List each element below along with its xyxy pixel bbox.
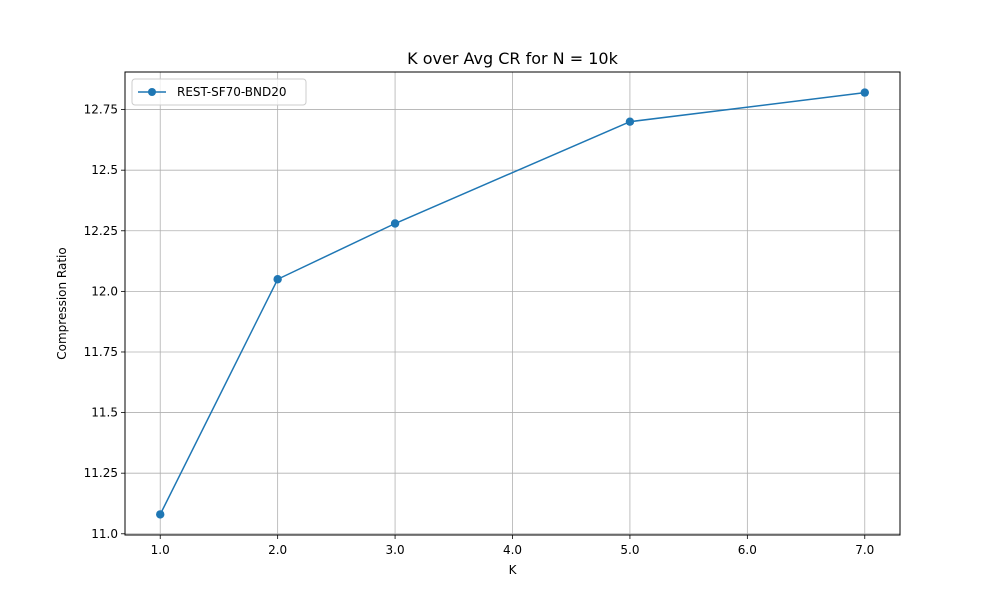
- x-tick-label: 6.0: [738, 543, 757, 557]
- y-tick-label: 12.0: [91, 284, 118, 298]
- y-tick-label: 11.5: [91, 406, 118, 420]
- x-axis-label: K: [509, 563, 518, 577]
- chart-title: K over Avg CR for N = 10k: [407, 49, 618, 68]
- data-point: [625, 117, 635, 126]
- x-tick-label: 4.0: [503, 543, 522, 557]
- y-axis-label: Compression Ratio: [55, 247, 69, 360]
- legend-box: [131, 78, 307, 106]
- data-point: [860, 88, 869, 97]
- y-tick-label: 11.75: [84, 345, 118, 359]
- series-layer: [156, 88, 869, 519]
- ticks: 1.0 2.0 3.0 4.0 5.0 6.0 7.0 11.0 11.25 11.5 11.75 1…: [84, 103, 875, 557]
- y-tick-label: 11.0: [91, 527, 118, 541]
- legend: REST-SF70-BND20: [131, 78, 307, 106]
- legend-marker: [148, 88, 156, 96]
- x-tick-label: 5.0: [620, 543, 639, 557]
- x-tick-label: 7.0: [855, 543, 874, 557]
- x-tick-label: 1.0: [151, 543, 170, 557]
- y-tick-label: 12.75: [84, 103, 118, 117]
- x-tick-label: 2.0: [268, 543, 287, 557]
- y-tick-label: 12.25: [84, 224, 118, 238]
- grid: [125, 72, 900, 535]
- y-tick-label: 12.5: [91, 163, 118, 177]
- data-point: [273, 275, 282, 284]
- data-point: [156, 510, 165, 519]
- data-point: [390, 219, 400, 228]
- y-tick-label: 11.25: [84, 466, 118, 480]
- x-tick-label: 3.0: [386, 543, 405, 557]
- legend-label: REST-SF70-BND20: [177, 85, 287, 99]
